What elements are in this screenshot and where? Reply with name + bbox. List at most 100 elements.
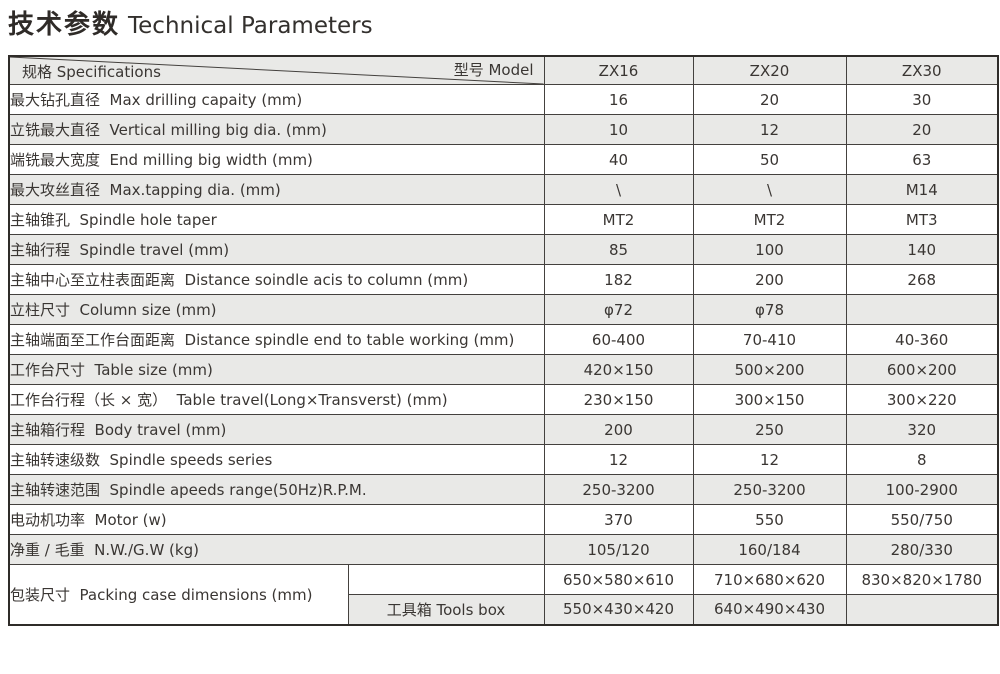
row-value-zx20: 250 <box>692 414 847 445</box>
row-value-zx30: 100-2900 <box>845 474 999 505</box>
row-value-zx30: 30 <box>845 84 999 115</box>
row-label: 最大攻丝直径 Max.tapping dia. (mm) <box>8 174 545 205</box>
row-value-zx30: MT3 <box>845 204 999 235</box>
row-value-zx20: 160/184 <box>692 534 847 565</box>
spec-header-label: 规格 Specifications <box>22 63 161 81</box>
table-row: 主轴锥孔 Spindle hole taper MT2 MT2 MT3 <box>8 204 999 235</box>
row-value-zx16: 12 <box>543 444 694 475</box>
page-title: 技术参数 Technical Parameters <box>8 4 373 41</box>
table-row: 主轴中心至立柱表面距离 Distance soindle acis to col… <box>8 264 999 295</box>
row-value-zx16: 370 <box>543 504 694 535</box>
row-label: 净重 / 毛重 N.W./G.W (kg) <box>8 534 545 565</box>
row-value-zx16: 230×150 <box>543 384 694 415</box>
table-row: 主轴行程 Spindle travel (mm) 85 100 140 <box>8 234 999 265</box>
row-value-zx16: MT2 <box>543 204 694 235</box>
row-value-zx20: 100 <box>692 234 847 265</box>
row-label: 电动机功率 Motor (w) <box>8 504 545 535</box>
row-value-zx30: 320 <box>845 414 999 445</box>
row-value-zx20: 12 <box>692 444 847 475</box>
diagonal-cell-wrap: 规格 Specifications 型号 Model <box>10 57 544 84</box>
row-value-zx16: 200 <box>543 414 694 445</box>
table-row: 主轴端面至工作台面距离 Distance spindle end to tabl… <box>8 324 999 355</box>
tools-box-value-zx30 <box>845 594 999 625</box>
table-row: 净重 / 毛重 N.W./G.W (kg) 105/120 160/184 28… <box>8 534 999 565</box>
row-value-zx30: 300×220 <box>845 384 999 415</box>
row-label: 主轴中心至立柱表面距离 Distance soindle acis to col… <box>8 264 545 295</box>
row-value-zx16: 250-3200 <box>543 474 694 505</box>
row-value-zx16: 105/120 <box>543 534 694 565</box>
row-value-zx30: 20 <box>845 114 999 145</box>
page-title-en: Technical Parameters <box>128 13 373 39</box>
tools-box-value-zx20: 640×490×430 <box>692 594 847 625</box>
table-row: 最大攻丝直径 Max.tapping dia. (mm) \ \ M14 <box>8 174 999 205</box>
technical-parameters-table: 规格 Specifications 型号 Model ZX16 ZX20 ZX3… <box>8 55 999 626</box>
row-value-zx20: \ <box>692 174 847 205</box>
tools-box-value-zx16: 550×430×420 <box>543 594 694 625</box>
row-label: 主轴行程 Spindle travel (mm) <box>8 234 545 265</box>
row-value-zx20: φ78 <box>692 294 847 325</box>
page-title-zh: 技术参数 <box>8 10 121 40</box>
row-value-zx30: 63 <box>845 144 999 175</box>
packing-value-zx30: 830×820×1780 <box>845 564 999 595</box>
packing-value-zx16: 650×580×610 <box>543 564 694 595</box>
row-value-zx16: 85 <box>543 234 694 265</box>
row-value-zx30: 268 <box>845 264 999 295</box>
row-value-zx20: 550 <box>692 504 847 535</box>
row-label: 最大钻孔直径 Max drilling capaity (mm) <box>8 84 545 115</box>
row-label: 立铣最大直径 Vertical milling big dia. (mm) <box>8 114 545 145</box>
row-value-zx20: 250-3200 <box>692 474 847 505</box>
table-row: 电动机功率 Motor (w) 370 550 550/750 <box>8 504 999 535</box>
row-value-zx30: 40-360 <box>845 324 999 355</box>
packing-value-zx20: 710×680×620 <box>692 564 847 595</box>
packing-row-main: 包装尺寸 Packing case dimensions (mm) 650×58… <box>8 564 999 625</box>
row-value-zx16: 182 <box>543 264 694 295</box>
row-value-zx16: 40 <box>543 144 694 175</box>
row-value-zx20: 300×150 <box>692 384 847 415</box>
table-row: 立铣最大直径 Vertical milling big dia. (mm) 10… <box>8 114 999 145</box>
row-value-zx30: 600×200 <box>845 354 999 385</box>
row-value-zx30: M14 <box>845 174 999 205</box>
row-value-zx16: 420×150 <box>543 354 694 385</box>
model-column-zx16: ZX16 <box>543 55 694 85</box>
diagonal-divider-line <box>10 57 544 84</box>
table-row: 立柱尺寸 Column size (mm) φ72 φ78 <box>8 294 999 325</box>
row-value-zx16: \ <box>543 174 694 205</box>
row-value-zx20: MT2 <box>692 204 847 235</box>
row-value-zx30: 280/330 <box>845 534 999 565</box>
packing-blank-cell <box>347 564 545 595</box>
packing-row-toolsbox: 工具箱 Tools box 550×430×420 640×490×430 <box>9 594 999 625</box>
row-value-zx16: 60-400 <box>543 324 694 355</box>
tools-box-label-cell: 工具箱 Tools box <box>347 594 545 625</box>
row-label: 工作台行程（长 × 宽） Table travel(Long×Transvers… <box>8 384 545 415</box>
model-column-zx30: ZX30 <box>845 55 999 85</box>
row-label: 主轴端面至工作台面距离 Distance spindle end to tabl… <box>8 324 545 355</box>
row-value-zx16: φ72 <box>543 294 694 325</box>
table-row: 工作台尺寸 Table size (mm) 420×150 500×200 60… <box>8 354 999 385</box>
row-value-zx20: 70-410 <box>692 324 847 355</box>
row-value-zx30: 140 <box>845 234 999 265</box>
row-label: 主轴转速范围 Spindle apeeds range(50Hz)R.P.M. <box>8 474 545 505</box>
row-value-zx20: 20 <box>692 84 847 115</box>
row-value-zx30: 550/750 <box>845 504 999 535</box>
model-header-label: 型号 Model <box>453 61 534 79</box>
table-row: 工作台行程（长 × 宽） Table travel(Long×Transvers… <box>8 384 999 415</box>
model-column-zx20: ZX20 <box>692 55 847 85</box>
row-label: 主轴锥孔 Spindle hole taper <box>8 204 545 235</box>
row-label: 工作台尺寸 Table size (mm) <box>8 354 545 385</box>
row-value-zx20: 500×200 <box>692 354 847 385</box>
row-value-zx20: 50 <box>692 144 847 175</box>
row-label: 立柱尺寸 Column size (mm) <box>8 294 545 325</box>
table-row: 主轴转速范围 Spindle apeeds range(50Hz)R.P.M. … <box>8 474 999 505</box>
row-value-zx20: 12 <box>692 114 847 145</box>
header-row: 规格 Specifications 型号 Model ZX16 ZX20 ZX3… <box>8 55 999 85</box>
packing-label-cell: 包装尺寸 Packing case dimensions (mm) <box>8 564 349 625</box>
row-value-zx20: 200 <box>692 264 847 295</box>
row-value-zx16: 10 <box>543 114 694 145</box>
row-label: 主轴箱行程 Body travel (mm) <box>8 414 545 445</box>
table-row: 主轴转速级数 Spindle speeds series 12 12 8 <box>8 444 999 475</box>
row-label: 端铣最大宽度 End milling big width (mm) <box>8 144 545 175</box>
row-value-zx30: 8 <box>845 444 999 475</box>
table-row: 主轴箱行程 Body travel (mm) 200 250 320 <box>8 414 999 445</box>
row-value-zx30 <box>845 294 999 325</box>
